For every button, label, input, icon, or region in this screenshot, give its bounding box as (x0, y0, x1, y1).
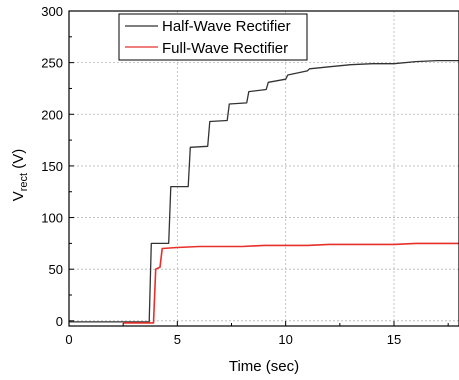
plot-frame (68, 10, 459, 327)
series-line-half-wave-rectifier (69, 59, 459, 323)
x-tick-label: 0 (65, 332, 72, 347)
y-tick-label: 50 (49, 262, 63, 277)
y-axis-title: Vrect (V) (10, 149, 30, 202)
x-tick-label: 10 (278, 332, 292, 347)
legend-box (118, 13, 308, 61)
x-axis-title: Time (sec) (229, 358, 299, 375)
y-tick-label: 100 (41, 211, 63, 226)
ticks (68, 10, 449, 326)
y-tick-label: 250 (41, 56, 63, 71)
x-tick-label: 15 (387, 332, 401, 347)
y-tick-label: 150 (41, 159, 63, 174)
legend-label-half-wave: Half-Wave Rectifier (162, 18, 291, 35)
legend: Half-Wave Rectifier Full-Wave Rectifier (118, 13, 308, 61)
x-tick-label: 5 (174, 332, 181, 347)
y-axis-title-sub: rect (18, 173, 30, 191)
y-tick-label: 300 (41, 4, 63, 19)
y-axis-title-unit: (V) (10, 149, 27, 173)
y-tick-label: 0 (56, 314, 63, 329)
series-line-full-wave-rectifier (123, 242, 459, 324)
y-axis-title-main: V (10, 191, 27, 201)
series-layer (69, 59, 459, 324)
legend-label-full-wave: Full-Wave Rectifier (162, 40, 288, 57)
y-tick-label: 200 (41, 107, 63, 122)
